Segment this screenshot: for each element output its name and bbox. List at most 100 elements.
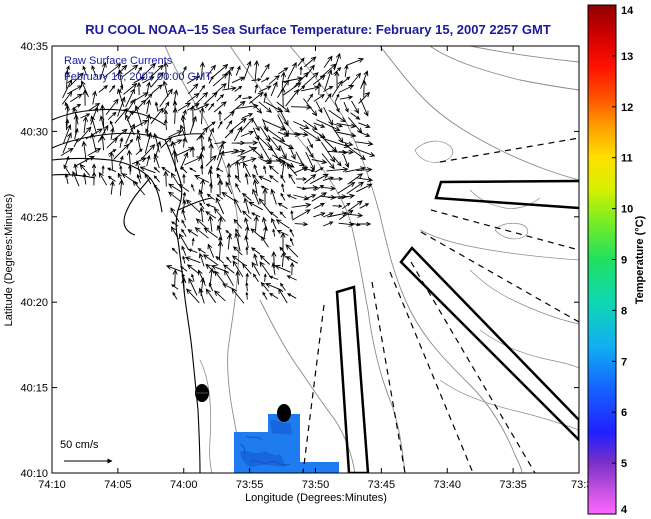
current-vector	[182, 191, 187, 202]
current-vector	[242, 95, 253, 100]
current-vector	[277, 202, 288, 210]
current-vector	[280, 87, 286, 108]
current-vector	[202, 254, 219, 266]
current-vector	[125, 88, 135, 108]
beam-outline-southeast	[399, 246, 579, 442]
current-vector	[270, 81, 278, 97]
current-vector	[242, 263, 252, 275]
current-vector	[141, 144, 156, 160]
current-vector	[258, 197, 272, 214]
current-vector	[146, 154, 151, 167]
current-vector	[252, 273, 259, 283]
current-vector	[269, 292, 279, 299]
current-vector	[129, 92, 149, 104]
current-vector	[272, 228, 276, 237]
current-vector	[167, 191, 182, 203]
current-vector	[171, 149, 178, 172]
current-vector	[323, 55, 333, 68]
current-vector	[263, 126, 286, 143]
current-vector	[260, 235, 269, 248]
current-vector	[150, 107, 164, 124]
current-vector	[279, 282, 286, 291]
current-vector	[274, 265, 291, 273]
colorbar-tick-label: 5	[621, 458, 627, 470]
current-vector	[92, 90, 97, 105]
current-vector	[205, 288, 217, 304]
current-vector	[309, 173, 329, 185]
current-vector	[224, 129, 234, 139]
y-axis: 40:35 40:30 40:25 40:20 40:15 40:10	[20, 41, 579, 480]
current-vector	[153, 175, 160, 183]
current-vector	[146, 99, 152, 114]
current-vector	[304, 173, 317, 184]
current-vector	[215, 197, 225, 215]
current-vector	[198, 189, 206, 205]
current-vector	[208, 142, 214, 161]
current-vector	[271, 262, 276, 275]
current-vector	[291, 209, 311, 221]
current-vector	[205, 263, 217, 275]
current-vector	[171, 247, 178, 255]
current-vector	[195, 218, 208, 230]
current-vector	[253, 59, 260, 82]
current-vector	[186, 92, 200, 103]
current-vector	[243, 60, 252, 81]
current-vector	[280, 71, 286, 88]
current-vector	[307, 138, 313, 149]
current-vector	[100, 61, 107, 80]
current-vector	[232, 246, 243, 256]
current-vector	[344, 64, 349, 77]
current-vector	[163, 119, 168, 130]
current-vector	[346, 181, 365, 195]
current-vector	[277, 131, 290, 137]
current-vector	[319, 134, 338, 153]
current-vector	[186, 75, 200, 84]
y-tick-label: 40:35	[20, 41, 48, 53]
current-vector	[302, 185, 319, 191]
current-vector	[346, 57, 365, 66]
current-vector	[130, 120, 149, 130]
current-vector	[142, 76, 155, 84]
colorbar-tick-label: 13	[621, 51, 633, 63]
current-vector	[187, 248, 198, 254]
y-tick-label: 40:10	[20, 468, 48, 480]
plot-area: Raw Surface Currents February 16, 2007 0…	[51, 45, 580, 474]
current-vector	[62, 132, 72, 154]
current-vector	[117, 96, 126, 117]
current-vector	[281, 76, 304, 83]
current-vector	[286, 275, 297, 281]
current-vector	[177, 102, 191, 112]
x-tick-label: 73:50	[302, 479, 330, 491]
current-vector	[360, 70, 369, 89]
chart-title: RU COOL NOAA–15 Sea Surface Temperature:…	[85, 22, 551, 37]
current-vector	[184, 256, 201, 264]
current-vector	[191, 237, 195, 246]
current-vector	[235, 228, 241, 237]
current-vector	[324, 93, 332, 103]
current-vector	[168, 183, 182, 193]
current-vector	[279, 211, 287, 219]
current-vector	[357, 221, 372, 227]
current-vector	[226, 69, 232, 90]
current-vector	[254, 83, 259, 94]
current-vector	[189, 115, 197, 134]
current-vector	[312, 74, 326, 85]
current-vector	[204, 91, 218, 104]
current-vector	[171, 221, 179, 227]
colorbar-ticks: 4 5 6 7 8 9 10 11 12 13 14	[612, 4, 634, 516]
current-vector	[280, 232, 286, 251]
current-vector	[140, 63, 156, 79]
current-vector	[197, 269, 206, 286]
current-vector	[121, 173, 139, 185]
current-vector	[206, 64, 216, 77]
current-vector	[271, 154, 295, 168]
current-vector	[82, 89, 88, 106]
current-vector	[250, 247, 261, 255]
current-vector	[163, 61, 169, 80]
current-vector	[190, 145, 195, 158]
current-vector	[214, 140, 227, 145]
current-vector	[236, 140, 259, 146]
current-vector	[337, 193, 356, 199]
current-vector	[344, 144, 366, 161]
current-vector	[154, 101, 159, 112]
